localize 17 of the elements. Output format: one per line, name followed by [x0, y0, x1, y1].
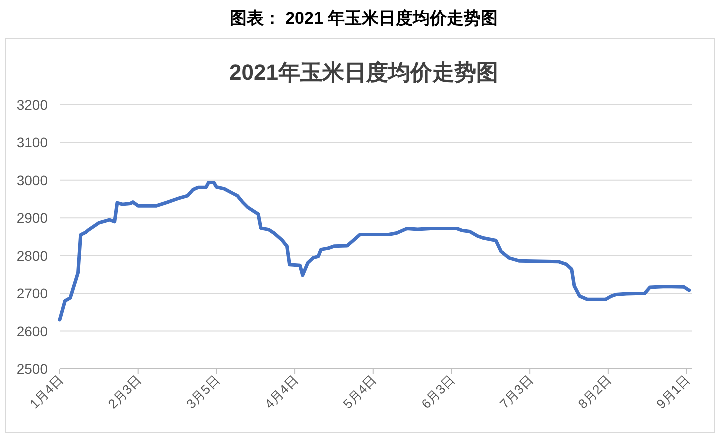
y-tick-label: 2800 — [16, 248, 48, 264]
y-tick-label: 3200 — [16, 97, 48, 113]
y-tick-label: 2700 — [16, 286, 48, 302]
x-tick-label: 4月4日 — [262, 372, 302, 412]
x-tick-label: 5月4日 — [340, 372, 380, 412]
x-tick-label: 2月3日 — [105, 372, 144, 412]
y-tick-label: 3100 — [16, 134, 48, 151]
x-tick-label: 9月1日 — [654, 372, 693, 412]
caption: 图表： 2021 年玉米日度均价走势图 — [230, 9, 498, 28]
x-tick-label: 3月5日 — [184, 372, 223, 412]
x-tick-label: 7月3日 — [496, 372, 536, 412]
x-tick-label: 8月2日 — [575, 372, 615, 412]
chart-title: 2021年玉米日度均价走势图 — [230, 60, 498, 85]
y-tick-label: 3000 — [16, 172, 48, 188]
x-tick-label: 6月3日 — [418, 372, 458, 412]
y-tick-label: 2900 — [16, 210, 48, 226]
y-tick-label: 2600 — [16, 323, 48, 340]
